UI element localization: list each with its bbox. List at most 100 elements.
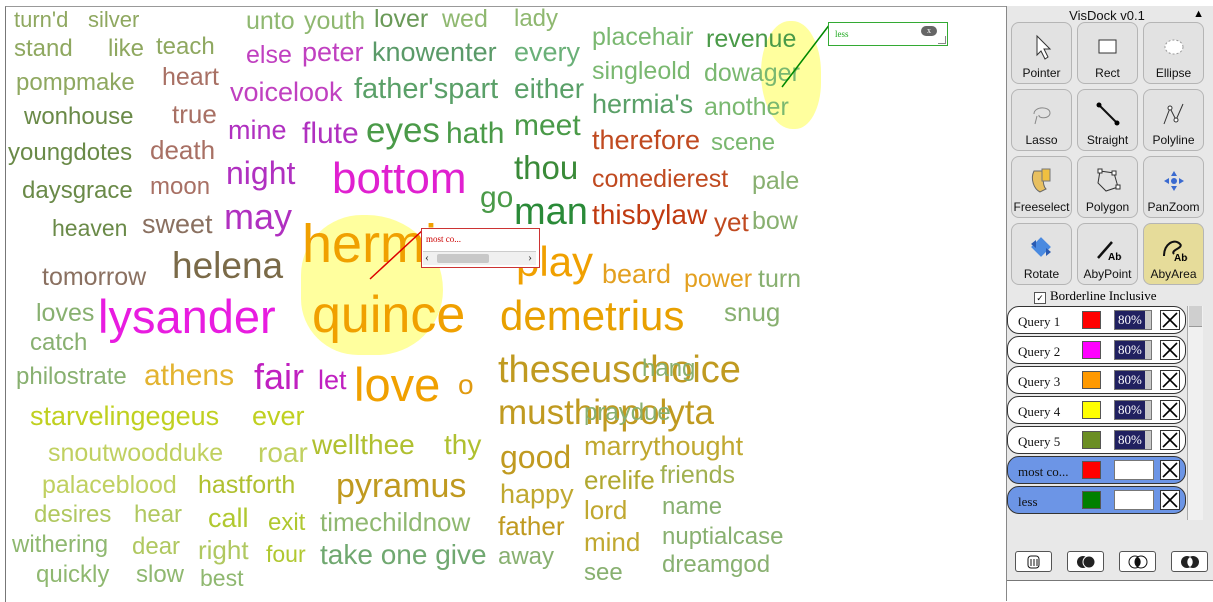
tool-abypoint[interactable]: Abc AbyPoint (1077, 223, 1138, 285)
cloud-word[interactable]: take one give (320, 539, 487, 570)
cloud-word[interactable]: dreamgod (662, 551, 771, 578)
query-label-box-most[interactable]: most co... ‹ › (421, 228, 540, 268)
cloud-word[interactable]: thy (444, 429, 482, 460)
cloud-word[interactable]: athens (144, 359, 235, 392)
tool-rotate[interactable]: Rotate (1011, 223, 1072, 285)
cloud-word[interactable]: knowenter (372, 37, 497, 67)
cloud-word[interactable]: pyramus (336, 467, 467, 505)
cloud-word[interactable]: pompmake (16, 69, 135, 96)
cloud-word[interactable]: man (514, 191, 588, 233)
cloud-word[interactable]: good (500, 439, 572, 475)
cloud-word[interactable]: happy (500, 479, 574, 509)
cloud-word[interactable]: true (172, 99, 217, 129)
intersect-button[interactable] (1067, 551, 1104, 572)
cloud-word[interactable]: demetrius (500, 292, 685, 339)
cloud-word[interactable]: every (514, 37, 581, 67)
cloud-word[interactable]: else (246, 41, 292, 69)
query-opacity-slider[interactable]: 80% (1114, 430, 1152, 450)
cloud-word[interactable]: stand (14, 35, 73, 62)
cloud-word[interactable]: wellthee (312, 429, 415, 460)
query-row[interactable]: Query 1 80% (1007, 306, 1186, 334)
cloud-word[interactable]: bottom (332, 154, 467, 203)
delete-query-icon[interactable] (1160, 310, 1180, 330)
query-color-swatch[interactable] (1082, 311, 1101, 329)
tool-pointer[interactable]: Pointer (1011, 22, 1072, 84)
cloud-word[interactable]: palaceblood (42, 471, 177, 499)
cloud-word[interactable]: starvelingegeus (30, 401, 220, 431)
cloud-word[interactable]: power (684, 265, 753, 293)
cloud-word[interactable]: may (224, 196, 293, 237)
cloud-word[interactable]: quince (312, 286, 466, 344)
cloud-word[interactable]: yet (714, 207, 749, 237)
cloud-word[interactable]: turn (758, 265, 802, 293)
cloud-word[interactable]: voicelook (230, 77, 343, 107)
query-color-swatch[interactable] (1082, 431, 1101, 449)
query-row[interactable]: most co... (1007, 456, 1186, 484)
query-color-swatch[interactable] (1082, 401, 1101, 419)
cloud-word[interactable]: ever (252, 401, 305, 431)
cloud-word[interactable]: heart (162, 63, 219, 91)
query-label-scrollbar[interactable]: ‹ › (423, 250, 536, 265)
cloud-word[interactable]: mine (228, 115, 287, 145)
cloud-word[interactable]: meet (514, 109, 581, 142)
cloud-word[interactable]: flute (302, 117, 359, 150)
cloud-word[interactable]: hastforth (198, 471, 296, 499)
delete-query-icon[interactable] (1160, 460, 1180, 480)
cloud-word[interactable]: erelife (584, 465, 655, 495)
xor-button[interactable] (1171, 551, 1208, 572)
query-opacity-slider[interactable] (1114, 490, 1154, 510)
cloud-word[interactable]: hath (446, 117, 505, 150)
cloud-word[interactable]: loves (36, 299, 95, 327)
cloud-word[interactable]: daysgrace (22, 177, 133, 204)
query-opacity-slider[interactable]: 80% (1114, 400, 1152, 420)
tool-freeselect[interactable]: Freeselect (1011, 156, 1072, 218)
cloud-word[interactable]: either (514, 73, 585, 104)
cloud-word[interactable]: sweet (142, 209, 213, 239)
cloud-word[interactable]: go (480, 181, 514, 214)
cloud-word[interactable]: dear (132, 533, 181, 560)
scroll-right-icon[interactable]: › (528, 250, 532, 264)
cloud-word[interactable]: away (498, 543, 555, 570)
cloud-word[interactable]: beard (602, 259, 672, 289)
cloud-word[interactable]: snoutwoodduke (48, 439, 224, 467)
close-icon[interactable]: x (921, 26, 937, 36)
cloud-word[interactable]: scene (711, 129, 776, 156)
cloud-word[interactable]: hang (642, 355, 696, 382)
cloud-word[interactable]: bow (752, 207, 798, 235)
tool-straight[interactable]: Straight (1077, 89, 1138, 151)
cloud-word[interactable]: teach (156, 33, 215, 60)
cloud-word[interactable]: let (318, 365, 347, 395)
delete-query-icon[interactable] (1160, 400, 1180, 420)
cloud-word[interactable]: hermia's (592, 89, 694, 119)
tool-panzoom[interactable]: PanZoom (1143, 156, 1204, 218)
cloud-word[interactable]: catch (30, 329, 88, 356)
cloud-word[interactable]: death (150, 135, 216, 165)
cloud-word[interactable]: helena (172, 245, 284, 286)
scroll-thumb[interactable] (437, 254, 489, 263)
query-row[interactable]: Query 5 80% (1007, 426, 1186, 454)
query-opacity-slider[interactable]: 80% (1114, 310, 1152, 330)
cloud-word[interactable]: comedierest (592, 165, 729, 193)
tool-abyarea[interactable]: Abc AbyArea (1143, 223, 1204, 285)
cloud-word[interactable]: like (108, 35, 145, 62)
resize-grip-icon[interactable] (938, 36, 946, 44)
clear-button[interactable] (1015, 551, 1052, 572)
cloud-word[interactable]: lady (514, 6, 559, 32)
cloud-word[interactable]: musthippolyta (498, 393, 714, 432)
query-color-swatch[interactable] (1082, 371, 1101, 389)
cloud-word[interactable]: night (226, 155, 296, 191)
cloud-word[interactable]: desires (34, 501, 112, 528)
cloud-word[interactable]: lord (584, 495, 628, 525)
cloud-word[interactable]: exit (268, 509, 306, 536)
tool-ellipse[interactable]: Ellipse (1143, 22, 1204, 84)
cloud-word[interactable]: roar (258, 437, 308, 468)
cloud-word[interactable]: love (354, 358, 441, 411)
cloud-word[interactable]: nuptialcase (662, 523, 784, 550)
cloud-word[interactable]: youth (304, 7, 366, 35)
cloud-word[interactable]: another (704, 93, 789, 121)
cloud-word[interactable]: eyes (366, 111, 440, 150)
query-label-box-less[interactable]: less x (828, 22, 948, 46)
query-row[interactable]: Query 2 80% (1007, 336, 1186, 364)
word-cloud-canvas[interactable]: turn'd silver stand like teach pompmake heart w… (5, 6, 1006, 602)
cloud-word[interactable]: snug (724, 297, 781, 327)
